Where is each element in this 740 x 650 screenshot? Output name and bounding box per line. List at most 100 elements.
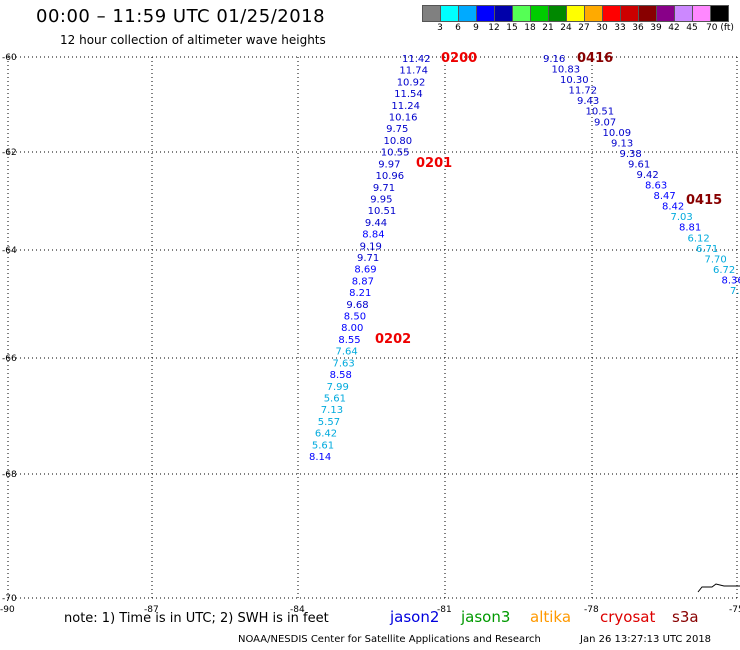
wave-height-value: 8.87 bbox=[352, 276, 374, 287]
generation-timestamp: Jan 26 13:27:13 UTC 2018 bbox=[580, 634, 712, 645]
wave-height-value: 9.75 bbox=[386, 124, 408, 135]
wave-height-value: 8.42 bbox=[662, 202, 684, 213]
wave-height-value: 8.63 bbox=[645, 181, 667, 192]
wave-height-value: 7.70 bbox=[705, 254, 727, 265]
footer-note: note: 1) Time is in UTC; 2) SWH is in fe… bbox=[64, 611, 329, 626]
satellite-altika: altika bbox=[530, 608, 572, 626]
latitude-label: -64 bbox=[2, 246, 17, 256]
longitude-label: -78 bbox=[584, 605, 599, 615]
wave-height-value: 9.42 bbox=[637, 170, 659, 181]
wave-height-value: 8.47 bbox=[654, 191, 676, 202]
scale-label: 6 bbox=[455, 23, 461, 33]
wave-height-value: 9.16 bbox=[543, 54, 565, 65]
wave-height-value: 8.36 bbox=[722, 276, 740, 287]
scale-label: 42 bbox=[668, 23, 680, 33]
wave-height-value: 5.61 bbox=[324, 394, 346, 405]
scale-label: 70 (ft) bbox=[706, 23, 734, 33]
scale-label: 15 bbox=[506, 23, 518, 33]
latitude-label: -68 bbox=[2, 470, 17, 480]
scale-label: 30 bbox=[596, 23, 608, 33]
satellite-jason3: jason3 bbox=[461, 608, 511, 626]
wave-height-value: 7.13 bbox=[321, 405, 343, 416]
wave-height-value: 9.19 bbox=[360, 241, 382, 252]
wave-height-value: 5.57 bbox=[318, 417, 340, 428]
wave-height-value: 9.07 bbox=[594, 117, 616, 128]
wave-height-value: 9.38 bbox=[620, 149, 642, 160]
wave-height-value: 8.50 bbox=[344, 312, 366, 323]
wave-height-value: 9.71 bbox=[373, 183, 395, 194]
scale-swatch bbox=[710, 5, 729, 22]
wave-height-value: 10.51 bbox=[368, 206, 397, 217]
wave-height-value: 11.24 bbox=[391, 101, 420, 112]
wave-height-value: 6.71 bbox=[696, 244, 718, 255]
wave-height-value: 8.21 bbox=[349, 288, 371, 299]
wave-height-value: 9.61 bbox=[628, 160, 650, 171]
wave-height-value: 8.14 bbox=[309, 452, 331, 463]
longitude-label: -75 bbox=[729, 605, 740, 615]
wave-height-value: 10.16 bbox=[389, 113, 418, 124]
satellite-jason2: jason2 bbox=[390, 608, 440, 626]
latitude-label: -66 bbox=[2, 354, 17, 364]
wave-height-value: 8.69 bbox=[354, 265, 376, 276]
latitude-label: -60 bbox=[2, 53, 17, 63]
longitude-label: -84 bbox=[290, 605, 305, 615]
time-tag: 0200 bbox=[441, 51, 477, 66]
wave-height-value: 9.95 bbox=[370, 195, 392, 206]
wave-height-value: 9.68 bbox=[346, 300, 368, 311]
satellite-s3a: s3a bbox=[672, 608, 699, 626]
wave-height-value: 10.92 bbox=[397, 77, 426, 88]
time-tag: 0202 bbox=[375, 332, 411, 347]
wave-height-value: 10.09 bbox=[603, 128, 632, 139]
wave-height-value: 10.96 bbox=[376, 171, 405, 182]
map-subtitle: 12 hour collection of altimeter wave hei… bbox=[60, 33, 326, 47]
wave-height-value: 10.51 bbox=[586, 107, 615, 118]
time-tag: 0416 bbox=[577, 51, 613, 66]
wave-height-value: 10.30 bbox=[560, 75, 589, 86]
scale-label: 9 bbox=[473, 23, 479, 33]
wave-height-value: 7.64 bbox=[336, 347, 358, 358]
wave-height-value: 10.83 bbox=[552, 65, 581, 76]
wave-height-value: 9.71 bbox=[357, 253, 379, 264]
time-tag: 0201 bbox=[416, 156, 452, 171]
wave-height-value: 11.42 bbox=[402, 54, 431, 65]
wave-height-value: 9.44 bbox=[365, 218, 387, 229]
longitude-label: -87 bbox=[144, 605, 159, 615]
scale-label: 27 bbox=[578, 23, 590, 33]
scale-label: 24 bbox=[560, 23, 572, 33]
latitude-label: -70 bbox=[2, 594, 17, 604]
scale-label: 21 bbox=[542, 23, 554, 33]
wave-height-value: 8.55 bbox=[338, 335, 360, 346]
wave-height-value: 6.42 bbox=[315, 429, 337, 440]
wave-height-value: 8.00 bbox=[341, 323, 363, 334]
scale-label: 36 bbox=[632, 23, 644, 33]
wave-height-value: 7.63 bbox=[333, 358, 355, 369]
wave-height-value: 8.84 bbox=[362, 230, 384, 241]
scale-label: 45 bbox=[686, 23, 698, 33]
wave-height-value: 8.58 bbox=[330, 370, 352, 381]
wave-height-value: 9.97 bbox=[378, 159, 400, 170]
wave-height-value: 11.54 bbox=[394, 89, 423, 100]
wave-height-value: 6.12 bbox=[688, 233, 710, 244]
longitude-label: -81 bbox=[437, 605, 452, 615]
scale-label: 12 bbox=[488, 23, 500, 33]
wave-height-value: 8.81 bbox=[679, 223, 701, 234]
wave-height-value: 10.80 bbox=[384, 136, 413, 147]
wave-height-value: 5.61 bbox=[312, 440, 334, 451]
axis-labels: -60 -62 -64 -66 -68 -70-90 -87 -84 -81 -78 -75 bbox=[0, 53, 740, 615]
wave-height-value: 11.74 bbox=[399, 66, 428, 77]
scale-label: 39 bbox=[650, 23, 662, 33]
wave-height-value: 11.72 bbox=[569, 86, 598, 97]
longitude-label: -90 bbox=[0, 605, 15, 615]
map-title: 00:00 – 11:59 UTC 01/25/2018 bbox=[36, 6, 326, 27]
credit-line: NOAA/NESDIS Center for Satellite Applica… bbox=[238, 634, 541, 645]
satellite-cryosat: cryosat bbox=[600, 608, 656, 626]
time-tags: 0200 0201 0202 0416 0415 bbox=[375, 51, 722, 347]
wave-height-value: 9.13 bbox=[611, 138, 633, 149]
scale-label: 3 bbox=[437, 23, 443, 33]
wave-height-value: 6.72 bbox=[713, 265, 735, 276]
wave-height-value: 7. bbox=[730, 286, 740, 297]
time-tag: 0415 bbox=[686, 193, 722, 208]
wave-height-value: 7.99 bbox=[327, 382, 349, 393]
